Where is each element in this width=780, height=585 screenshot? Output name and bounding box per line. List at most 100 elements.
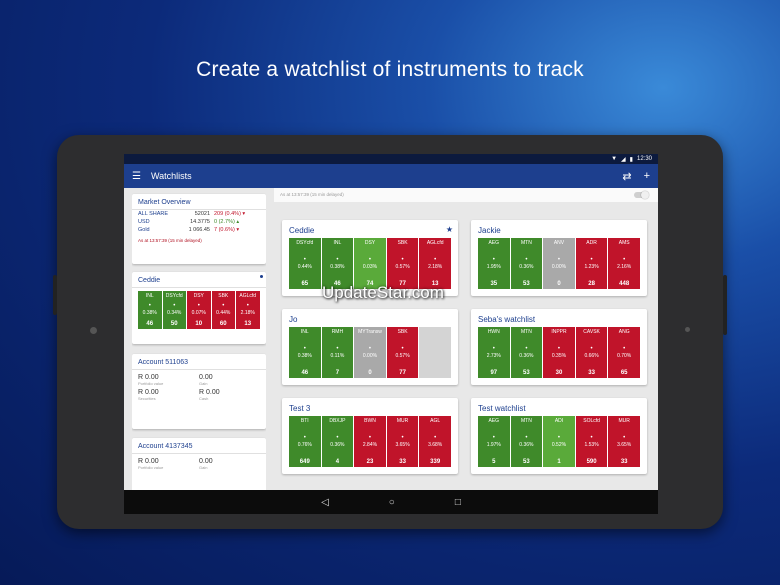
wifi-icon: ◢ [621,156,626,163]
change-dot-icon: • [434,434,437,441]
home-icon[interactable]: ○ [388,496,395,508]
toggle-switch[interactable] [634,191,649,199]
instrument-tile[interactable]: INL • 0.38% 46 [289,327,321,378]
instrument-symbol: SBK [397,240,408,246]
ceddie-summary-card[interactable]: Ceddie INL • 0.38% 46 DSYcfd • 0.34% 50 DSY • 0.07… [132,272,266,344]
app-bar: ☰ Watchlists ⇄ + [124,164,658,188]
instrument-tile[interactable]: DSYcfd • 0.34% 50 [162,291,186,329]
instrument-tile[interactable]: SOLcfd • 1.53% 590 [575,416,608,467]
gain-value: 0.00 [199,458,213,465]
instrument-tile[interactable]: DSY • 0.07% 10 [187,291,211,329]
instrument-tile[interactable]: ANV • 0.00% 0 [543,238,575,289]
account-card[interactable]: Account 4137345 R 0.00 Portfolio value 0.… [132,438,266,490]
market-name: ALL SHARE [138,211,169,217]
instrument-tile[interactable]: AGLcfd • 2.18% 13 [236,291,260,329]
instrument-tile[interactable]: DSY • 0.03% 74 [354,238,386,289]
instrument-count: 50 [170,321,178,327]
instrument-tile[interactable]: RMH • 0.11% 7 [321,327,354,378]
watchlist-title: Jo [289,315,298,324]
gain-value: 0.00 [199,374,213,381]
tile-change: • 2.18% [241,303,255,316]
instrument-tile[interactable]: ANG • 0.70% 65 [608,327,640,378]
instrument-tile[interactable]: HWN • 2.73% 97 [478,327,510,378]
instrument-count: 53 [523,459,530,465]
change-dot-icon: • [401,345,404,352]
instrument-symbol: MUR [618,418,630,424]
instrument-tile[interactable]: SBK • 0.44% 60 [211,291,235,329]
instrument-tile[interactable]: AGL • 3.68% 339 [419,416,451,467]
change-dot-icon: • [434,256,437,263]
instrument-tile[interactable]: SBK • 0.57% 77 [386,238,419,289]
instrument-tile[interactable]: MYTransw • 0.00% 0 [354,327,386,378]
instrument-tile[interactable]: DBXJP • 0.36% 4 [321,416,354,467]
instrument-tile[interactable]: SBK • 0.57% 77 [386,327,419,378]
star-icon[interactable]: ★ [445,225,453,234]
market-row[interactable]: Gold 1 066.45 7 (0.6%) ▾ [132,226,266,234]
watchlist-tiles: AEG • 1.97% 5 MTN • 0.36% 53 ADI • 0.52% 1 SOLcfd • 1.… [471,416,647,467]
instrument-symbol: AEG [488,240,500,246]
instrument-tile[interactable]: MTN • 0.36% 53 [510,327,543,378]
instrument-tile[interactable]: MUR • 3.65% 33 [386,416,419,467]
instrument-tile[interactable]: MTN • 0.36% 53 [510,416,543,467]
instrument-percent: 0.38% [330,263,345,270]
account-card[interactable]: Account 511063 R 0.00 Portfolio value 0.0… [132,354,266,429]
instrument-count: 448 [619,281,630,287]
watchlist-card[interactable]: Test watchlist AEG • 1.97% 5 MTN • 0.36% 53 ADI • 0… [471,398,647,474]
tile-change: • 0.44% [216,303,230,316]
instrument-percent: 0.57% [395,263,410,270]
instrument-tile[interactable]: DSYcfd • 0.44% 65 [289,238,321,289]
instrument-tile[interactable]: AMS • 2.16% 448 [608,238,640,289]
menu-icon[interactable]: ☰ [132,170,141,182]
add-icon[interactable]: + [643,170,650,182]
instrument-count: 649 [299,459,310,465]
instrument-tile[interactable]: ADI • 0.52% 1 [543,416,575,467]
instrument-tile[interactable]: AGLcfd • 2.18% 13 [419,238,451,289]
tile-change: • 0.66% [584,346,598,359]
watchlist-card[interactable]: Ceddie ★ DSYcfd • 0.44% 65 INL • 0.38% 46 DSY • 0.03… [282,220,458,296]
instrument-symbol: MYTransw [358,329,382,335]
swap-icon[interactable]: ⇄ [622,170,632,183]
back-icon[interactable]: ◁ [321,496,329,508]
instrument-tile[interactable]: BWN • 2.84% 23 [354,416,386,467]
watchlist-card[interactable]: Jo INL • 0.38% 46 RMH • 0.11% 7 MYTransw • 0.00% 0 SB… [282,309,458,385]
headline: Create a watchlist of instruments to tra… [196,58,584,81]
instrument-tile[interactable]: MUR • 3.65% 33 [608,416,640,467]
device-screen: ▼ ◢ ▮ 12:30 ☰ Watchlists ⇄ + Market Over… [124,154,658,514]
tile-change: • 1.95% [487,257,501,270]
instrument-tile[interactable]: AEG • 1.95% 35 [478,238,510,289]
instrument-count: 4 [335,459,340,465]
instrument-symbol: INL [300,329,309,335]
recents-icon[interactable]: □ [454,496,461,508]
change-dot-icon: • [368,256,372,263]
market-row[interactable]: ALL SHARE 52021 209 (0.4%) ▾ [132,210,266,218]
watchlist-card[interactable]: Jackie AEG • 1.95% 35 MTN • 0.36% 53 ANV • 0.00% 0 AD… [471,220,647,296]
instrument-symbol: ADR [586,240,597,246]
change-dot-icon: • [557,434,561,441]
side-button [53,275,57,315]
instrument-percent: 0.34% [167,310,182,316]
instrument-tile[interactable]: CAVSK • 0.66% 33 [575,327,608,378]
instrument-symbol: INL [145,293,154,299]
market-row[interactable]: USD 14.3775 0 (2.7%) ▴ [132,218,266,226]
instrument-tile[interactable] [419,327,451,378]
instrument-tile[interactable]: INL • 0.38% 46 [321,238,354,289]
instrument-tile[interactable]: INPPR • 0.35% 30 [543,327,575,378]
instrument-tile[interactable]: BTI • 0.76% 649 [289,416,321,467]
instrument-percent: 3.65% [617,441,632,448]
instrument-tile[interactable]: AEG • 1.97% 5 [478,416,510,467]
watchlist-card[interactable]: Test 3 BTI • 0.76% 649 DBXJP • 0.36% 4 BWN • 2.84% 2… [282,398,458,474]
change-dot-icon: • [401,434,404,441]
watchlist-card[interactable]: Seba's watchlist HWN • 2.73% 97 MTN • 0.36% 53 IN… [471,309,647,385]
instrument-tile[interactable]: INL • 0.38% 46 [138,291,162,329]
tile-change: • 0.70% [617,346,631,359]
instrument-percent: 0.03% [362,263,378,270]
instrument-tile[interactable]: ADR • 1.23% 28 [575,238,608,289]
gain-label: Gain [199,381,208,386]
instrument-symbol: AGL [430,418,441,424]
sensor-dot [685,327,690,332]
instrument-tile[interactable]: MTN • 0.36% 53 [510,238,543,289]
market-overview-card[interactable]: Market Overview ALL SHARE 52021 209 (0.4%)… [132,194,266,264]
instrument-percent: 2.16% [617,263,632,270]
portfolio-value: R 0.00 [138,458,159,465]
watchlist-title: Test watchlist [478,404,526,413]
